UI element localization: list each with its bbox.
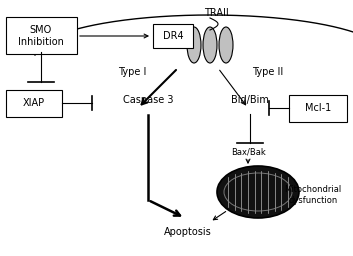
Text: XIAP: XIAP xyxy=(23,98,45,108)
Text: Bid/Bim: Bid/Bim xyxy=(231,95,269,105)
Text: TRAIL: TRAIL xyxy=(204,8,232,18)
Text: Bax/Bak: Bax/Bak xyxy=(231,147,265,156)
Ellipse shape xyxy=(219,27,233,63)
Text: SMO
Inhibition: SMO Inhibition xyxy=(18,25,64,47)
Text: DR4: DR4 xyxy=(163,31,183,41)
FancyBboxPatch shape xyxy=(6,17,77,54)
FancyBboxPatch shape xyxy=(6,90,62,117)
Text: Type II: Type II xyxy=(252,67,283,77)
Text: Mcl-1: Mcl-1 xyxy=(305,103,331,113)
Ellipse shape xyxy=(187,27,201,63)
Text: Type I: Type I xyxy=(118,67,146,77)
FancyBboxPatch shape xyxy=(289,95,347,122)
Ellipse shape xyxy=(217,166,299,218)
Text: Caspase 3: Caspase 3 xyxy=(123,95,173,105)
Text: Apoptosis: Apoptosis xyxy=(164,227,212,237)
Ellipse shape xyxy=(203,27,217,63)
Text: Mitochondrial
dysfunction: Mitochondrial dysfunction xyxy=(285,185,342,205)
FancyBboxPatch shape xyxy=(153,24,193,48)
